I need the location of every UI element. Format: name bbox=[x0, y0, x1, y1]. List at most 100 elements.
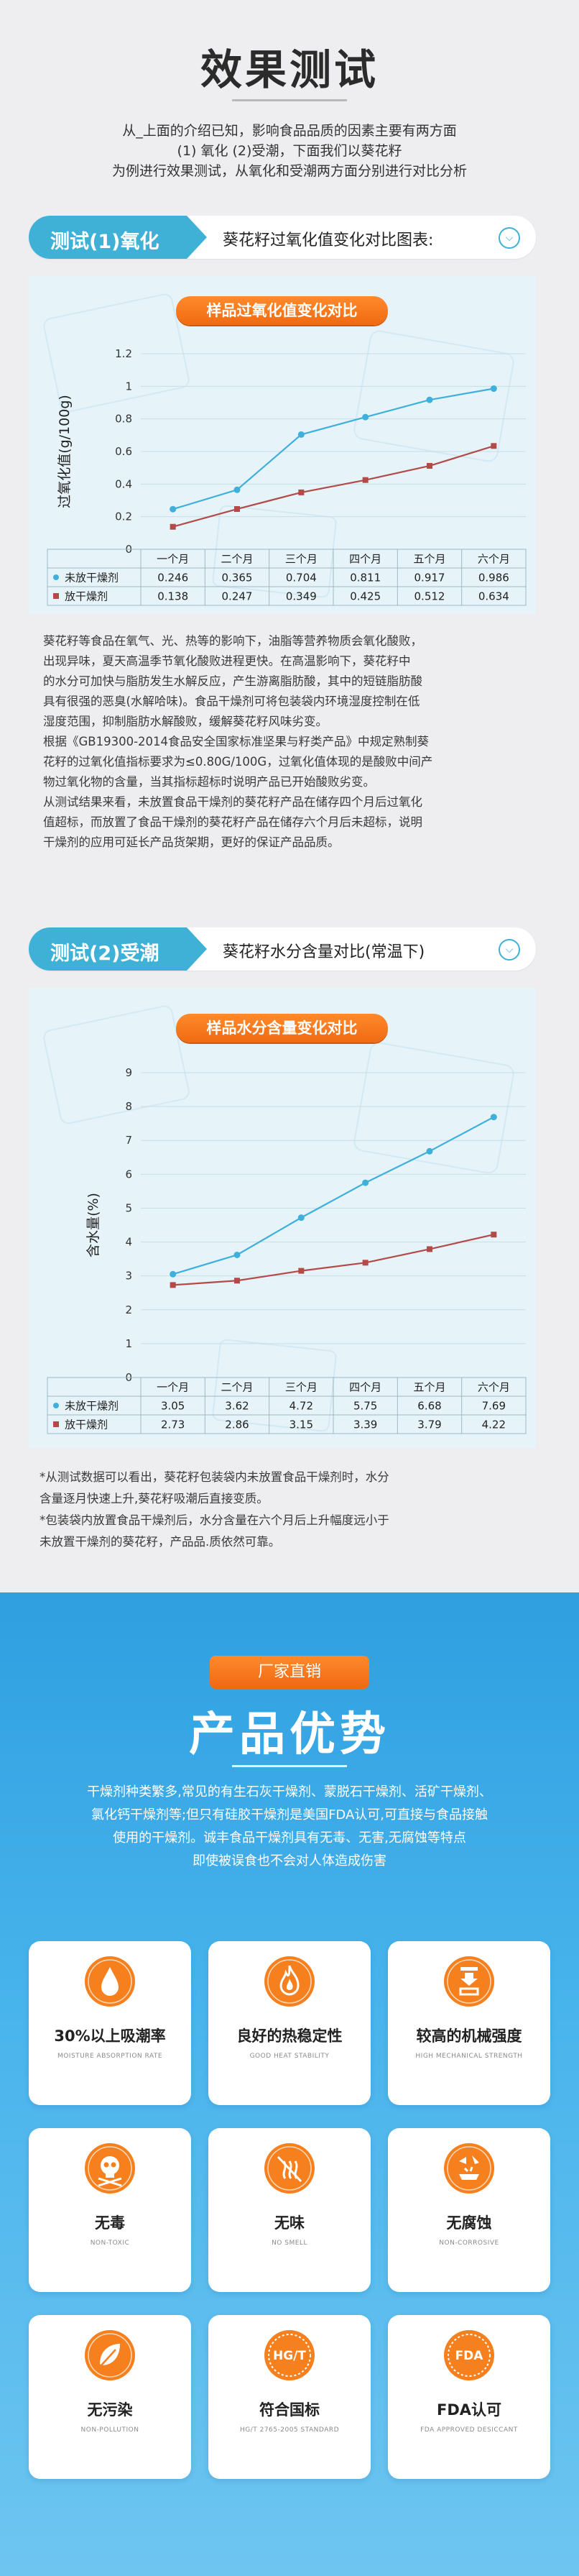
data-label: 0.425 bbox=[350, 590, 381, 603]
intro-text: 从_上面的介绍已知，影响食品品质的因素主要有两方面 (1) 氧化 (2)受潮，下… bbox=[29, 121, 550, 181]
section-tag-label: 测试(1)氧化 bbox=[50, 231, 159, 253]
data-label: 0.349 bbox=[286, 590, 317, 603]
text-line: 干燥剂的应用可延长产品货架期，更好的保证产品品质。 bbox=[43, 835, 340, 849]
intro-line: 干燥剂种类繁多,常见的有生石灰干燥剂、蒙脱石干燥剂、活矿干燥剂、 bbox=[87, 1784, 492, 1800]
intro-line: 为例进行效果测试，从氧化和受潮两方面分别进行对比分析 bbox=[111, 163, 467, 179]
data-point bbox=[426, 396, 433, 403]
data-point bbox=[490, 385, 497, 393]
advantages-title: 产品优势 bbox=[189, 1708, 390, 1761]
data-label: 6.68 bbox=[417, 1400, 441, 1413]
data-label: 0.917 bbox=[414, 572, 445, 585]
advantage-card: 无腐蚀 NON-CORROSIVE bbox=[388, 2128, 550, 2292]
x-category-label: 四个月 bbox=[349, 553, 381, 566]
data-label: 0.634 bbox=[478, 590, 509, 603]
x-category-label: 三个月 bbox=[285, 1381, 318, 1394]
y-tick-label: 0.6 bbox=[115, 445, 132, 458]
x-category-label: 二个月 bbox=[221, 553, 253, 566]
legend-label: 放干燥剂 bbox=[65, 1418, 108, 1431]
data-label: 3.05 bbox=[161, 1400, 185, 1413]
advantage-title: 30%以上吸潮率 bbox=[54, 2027, 166, 2045]
advantage-card: 较高的机械强度 HIGH MECHANICAL STRENGTH bbox=[388, 1941, 550, 2105]
x-category-label: 一个月 bbox=[157, 553, 189, 566]
data-label: 0.986 bbox=[478, 572, 509, 585]
compression-icon bbox=[443, 1956, 495, 2007]
x-category-label: 一个月 bbox=[157, 1381, 189, 1394]
y-tick-label: 4 bbox=[125, 1236, 132, 1249]
svg-text:FDA: FDA bbox=[455, 2349, 484, 2363]
fda-badge-icon: FDA bbox=[443, 2329, 495, 2381]
chart-panel-oxidation: 样品过氧化值变化对比 0 0.2 0.4 0.6 0.8 1 1.2 过氧化值(g/100g)… bbox=[29, 276, 536, 614]
data-point bbox=[491, 1232, 497, 1238]
data-label: 0.246 bbox=[157, 572, 188, 585]
x-category-label: 四个月 bbox=[349, 1381, 381, 1394]
section-description: 葵花籽水分含量对比(常温下) bbox=[223, 943, 425, 961]
legend-marker bbox=[53, 574, 59, 580]
y-axis-label: 含水量(%) bbox=[85, 1193, 101, 1257]
chevron-down-icon[interactable]: ⌵ bbox=[499, 227, 520, 249]
advantage-subtitle: HG/T 2765-2005 STANDARD bbox=[239, 2426, 340, 2434]
x-category-label: 三个月 bbox=[285, 553, 318, 566]
data-point bbox=[170, 505, 177, 513]
data-label: 4.22 bbox=[482, 1418, 506, 1431]
data-label: 3.62 bbox=[225, 1400, 249, 1413]
x-category-label: 五个月 bbox=[413, 553, 445, 566]
series-line-with-desiccant bbox=[172, 445, 494, 528]
svg-text:HG/T: HG/T bbox=[273, 2349, 306, 2363]
text-line: 根据《GB19300-2014食品安全国家标准坚果与籽类产品》中规定熟制葵 bbox=[43, 735, 430, 748]
text-line: 从测试结果来看，未放置食品干燥剂的葵花籽产品在储存四个月后过氧化 bbox=[43, 795, 422, 809]
advantage-subtitle: MOISTURE ABSORPTION RATE bbox=[57, 2053, 163, 2060]
data-label: 3.15 bbox=[290, 1418, 313, 1431]
data-label: 2.73 bbox=[161, 1418, 185, 1431]
page-title: 效果测试 bbox=[200, 45, 379, 94]
data-label: 0.512 bbox=[414, 590, 445, 603]
y-tick-label: 9 bbox=[125, 1066, 132, 1079]
data-table-border bbox=[47, 1377, 527, 1434]
section-moisture-bar[interactable]: 测试(2)受潮 葵花籽水分含量对比(常温下) ⌵ bbox=[29, 927, 536, 971]
advantage-title: 无腐蚀 bbox=[446, 2214, 492, 2232]
intro-line: (1) 氧化 (2)受潮，下面我们以葵花籽 bbox=[177, 143, 402, 159]
chevron-down-icon[interactable]: ⌵ bbox=[499, 939, 520, 961]
text-line: 湿度范围，抑制脂肪水解酸败，缓解葵花籽风味劣变。 bbox=[43, 715, 328, 728]
advantage-card: 无味 NO SMELL bbox=[208, 2128, 371, 2292]
advantage-subtitle: NON-POLLUTION bbox=[80, 2426, 139, 2434]
factory-direct-badge: 厂家直销 bbox=[210, 1656, 369, 1689]
chart-title: 样品过氧化值变化对比 bbox=[176, 296, 388, 325]
flame-icon bbox=[264, 1956, 315, 2007]
section-oxidation-bar[interactable]: 测试(1)氧化 葵花籽过氧化值变化对比图表: ⌵ bbox=[29, 216, 536, 259]
x-category-label: 五个月 bbox=[413, 1381, 445, 1394]
corrosion-icon bbox=[443, 2142, 495, 2194]
intro-line: 从_上面的介绍已知，影响食品品质的因素主要有两方面 bbox=[122, 123, 457, 139]
data-point bbox=[298, 1268, 305, 1274]
data-label: 0.365 bbox=[222, 572, 253, 585]
advantage-title: 良好的热稳定性 bbox=[236, 2027, 343, 2045]
text-line: 值超标，而放置了食品干燥剂的葵花籽产品在储存六个月后未超标，说明 bbox=[43, 815, 422, 829]
section-tag-label: 测试(2)受潮 bbox=[50, 943, 159, 965]
no-smell-icon bbox=[264, 2142, 315, 2194]
data-label: 2.86 bbox=[225, 1418, 249, 1431]
hgt-badge-icon: HG/T bbox=[264, 2329, 315, 2381]
text-line: *从测试数据可以看出，葵花籽包装袋内未放置食品干燥剂时，水分 bbox=[40, 1470, 389, 1484]
legend-marker bbox=[53, 1421, 59, 1427]
advantage-title: 较高的机械强度 bbox=[416, 2027, 522, 2045]
series-line-no-desiccant bbox=[172, 1116, 494, 1275]
y-tick-label: 6 bbox=[125, 1168, 132, 1181]
text-line: 花籽的过氧化值指标要求为≤0.80G/100G，过氧化值体现的是酸败中间产 bbox=[43, 755, 433, 769]
advantage-subtitle: NO SMELL bbox=[272, 2240, 307, 2247]
advantage-title: 无味 bbox=[274, 2214, 305, 2232]
chart-title: 样品水分含量变化对比 bbox=[176, 1014, 388, 1042]
advantage-subtitle: NON-TOXIC bbox=[90, 2240, 130, 2247]
data-point bbox=[233, 486, 241, 493]
data-label: 0.247 bbox=[222, 590, 253, 603]
y-axis-label: 过氧化值(g/100g) bbox=[57, 395, 73, 508]
title-underline bbox=[232, 99, 347, 101]
text-line: 出现异味，夏天高温季节氧化酸败进程更快。在高温影响下，葵花籽中 bbox=[43, 654, 411, 668]
data-label: 3.39 bbox=[353, 1418, 377, 1431]
advantage-subtitle: FDA APPROVED DESICCANT bbox=[420, 2426, 518, 2434]
legend-marker bbox=[53, 1403, 59, 1408]
data-label: 0.704 bbox=[286, 572, 317, 585]
data-point bbox=[170, 1270, 177, 1278]
data-point bbox=[297, 431, 305, 438]
text-line: 未放置干燥剂的葵花籽，产品品.质依然可靠。 bbox=[40, 1535, 281, 1549]
